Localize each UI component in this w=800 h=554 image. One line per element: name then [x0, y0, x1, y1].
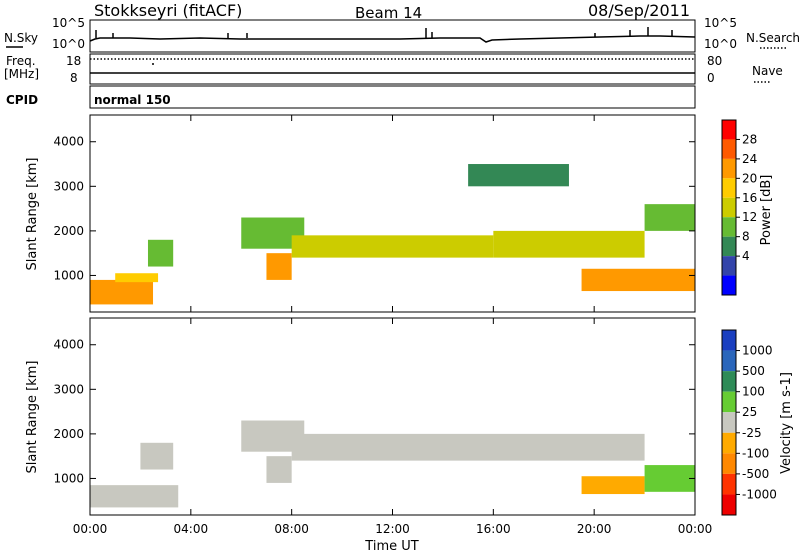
x-tick-label: 12:00 [375, 522, 410, 536]
colorbar-swatch [722, 350, 736, 372]
velocity-data [90, 420, 695, 508]
colorbar-swatch [722, 275, 736, 295]
nsearch-label: N.Search [746, 31, 800, 45]
y-tick-label: 3000 [53, 179, 84, 193]
colorbar-tick-label: 500 [742, 364, 765, 378]
noise-trace [89, 35, 696, 43]
colorbar-tick-label: 28 [742, 132, 757, 146]
power-data [90, 164, 695, 305]
y-tick-label: 2000 [53, 427, 84, 441]
colorbar-swatch [722, 236, 736, 257]
colorbar-tick-label: 25 [742, 405, 757, 419]
data-region [644, 204, 695, 231]
cpid-program: normal 150 [94, 93, 171, 107]
colorbar-tick-label: 20 [742, 171, 757, 185]
power-colorbar: 28 24 20 16 12 8 4 [721, 119, 757, 296]
velocity-ylabel: Slant Range [km] [25, 361, 40, 474]
data-region [115, 273, 159, 283]
nave-axis-bottom: 0 [707, 71, 715, 85]
nsky-axis-top: 10^5 [52, 16, 85, 30]
colorbar-tick-label: 100 [742, 385, 765, 399]
beam-label: Beam 14 [355, 4, 422, 22]
colorbar-swatch [722, 330, 736, 351]
x-tick-label: 20:00 [577, 522, 612, 536]
power-panel: 4000 3000 2000 1000 [53, 114, 696, 313]
y-tick-label: 1000 [53, 268, 84, 282]
x-axis-label: Time UT [364, 539, 418, 554]
data-region [90, 485, 179, 508]
freq-unit-label: [MHz] [4, 67, 39, 81]
x-tick-label: 00:00 [73, 522, 108, 536]
colorbar-swatch [722, 158, 736, 179]
data-region [266, 253, 292, 280]
colorbar-swatch [722, 371, 736, 392]
data-region [266, 456, 292, 483]
colorbar-tick-label: -100 [742, 446, 769, 460]
colorbar-tick-label: 8 [742, 230, 750, 244]
colorbar-swatch [722, 494, 736, 515]
colorbar-tick-label: 12 [742, 210, 757, 224]
colorbar-swatch [722, 120, 736, 140]
data-region [291, 433, 645, 461]
colorbar-swatch [722, 139, 736, 159]
colorbar-swatch [722, 453, 736, 474]
freq-axis-top: 18 [66, 54, 81, 68]
colorbar-swatch [722, 256, 736, 276]
colorbar-swatch [722, 473, 736, 495]
data-region [147, 239, 174, 267]
search-axis-bottom: 10^0 [704, 37, 737, 51]
data-region [581, 476, 645, 495]
cpid-label: CPID [6, 93, 38, 107]
y-tick-label: 1000 [53, 471, 84, 485]
colorbar-tick-label: 24 [742, 152, 757, 166]
station-title: Stokkseyri (fitACF) [94, 1, 242, 20]
data-region [90, 279, 154, 305]
x-tick-label: 00:00 [678, 522, 713, 536]
freq-panel [89, 53, 696, 85]
nsky-axis-bottom: 10^0 [52, 37, 85, 51]
colorbar-swatch [722, 217, 736, 237]
colorbar-tick-label: 16 [742, 191, 757, 205]
colorbar-tick-label: -500 [742, 467, 769, 481]
nave-axis-top: 80 [707, 54, 722, 68]
colorbar-swatch [722, 178, 736, 198]
y-tick-label: 3000 [53, 382, 84, 396]
velocity-colorbar: 1000 500 100 25 -25 -100 -500 -1000 [721, 329, 777, 516]
x-tick-label: 16:00 [476, 522, 511, 536]
data-region [493, 230, 645, 258]
freq-label: Freq. [6, 54, 36, 68]
velocity-colorbar-label: Velocity [m s-1] [779, 372, 794, 474]
noise-spikes [95, 27, 673, 38]
colorbar-tick-label: 1000 [742, 344, 773, 358]
colorbar-tick-label: 4 [742, 249, 750, 263]
velocity-axis: 4000 3000 2000 1000 00:00 04:00 08:00 12:00 16:0… [53, 318, 712, 536]
power-ylabel: Slant Range [km] [25, 158, 40, 271]
data-region [291, 235, 494, 258]
nave-label: Nave [752, 64, 783, 78]
y-tick-label: 4000 [53, 338, 84, 352]
x-tick-label: 04:00 [174, 522, 209, 536]
y-tick-label: 2000 [53, 224, 84, 238]
data-region [468, 164, 569, 187]
x-tick-label: 08:00 [274, 522, 309, 536]
power-colorbar-label: Power [dB] [759, 175, 774, 246]
search-axis-top: 10^5 [704, 16, 737, 30]
freq-axis-bottom: 8 [70, 71, 78, 85]
nsky-label: N.Sky [4, 31, 38, 45]
noise-panel [89, 19, 696, 53]
colorbar-tick-label: -25 [742, 426, 762, 440]
y-tick-label: 4000 [53, 135, 84, 149]
data-region [644, 465, 695, 492]
power-axis: 4000 3000 2000 1000 [53, 115, 696, 312]
velocity-panel: 4000 3000 2000 1000 00:00 04:00 08:00 12:00 16:0… [53, 317, 712, 536]
colorbar-swatch [722, 391, 736, 413]
colorbar-swatch [722, 432, 736, 454]
data-region [581, 268, 695, 292]
colorbar-swatch [722, 197, 736, 218]
data-region [140, 442, 174, 470]
date-label: 08/Sep/2011 [588, 1, 690, 20]
colorbar-swatch [722, 412, 736, 433]
colorbar-tick-label: -1000 [742, 487, 777, 501]
